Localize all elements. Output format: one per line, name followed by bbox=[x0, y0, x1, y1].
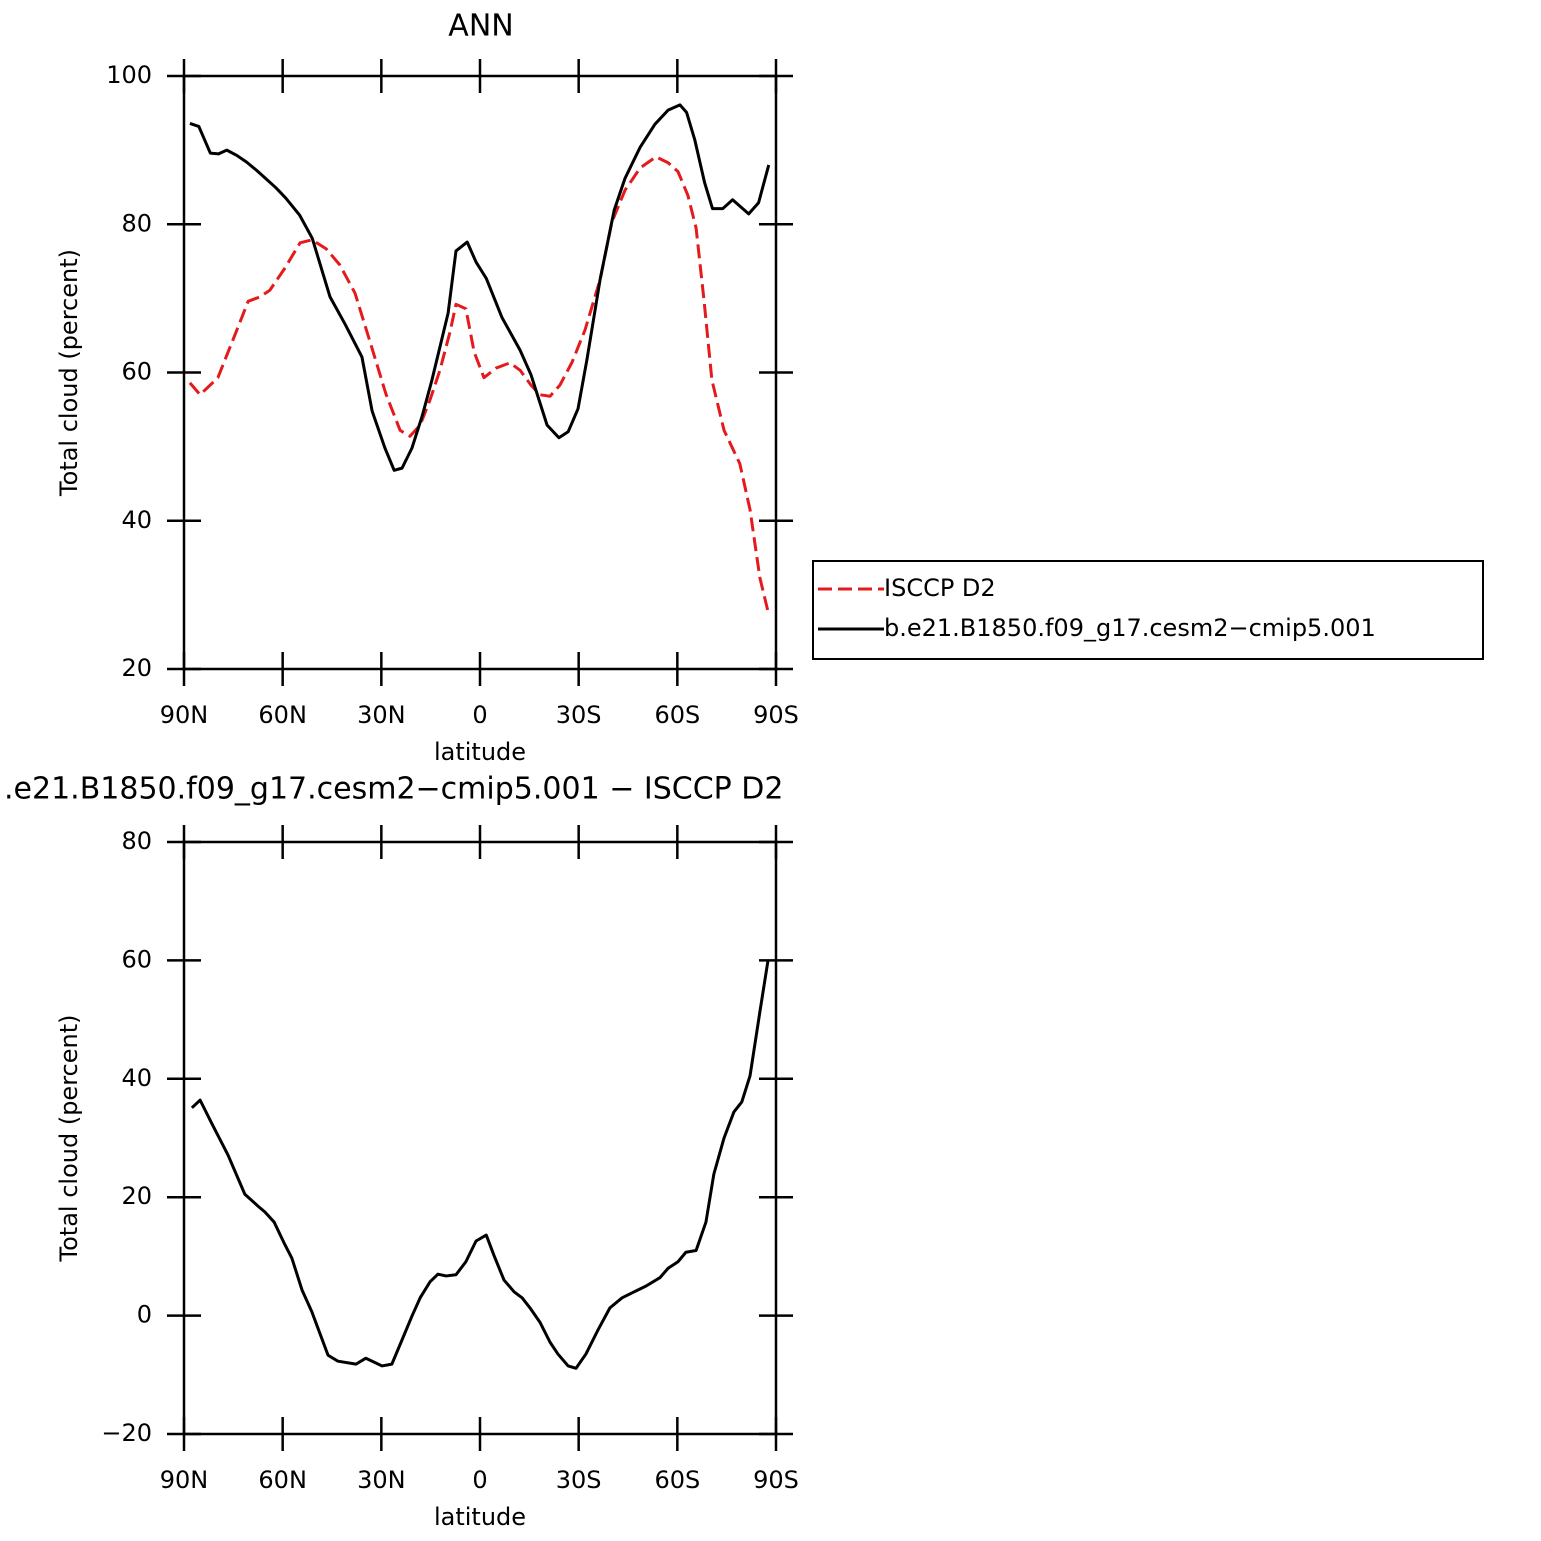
x-tick-label: 60N bbox=[258, 701, 307, 729]
x-tick-label: 60S bbox=[654, 701, 700, 729]
x-tick-label: 0 bbox=[472, 701, 487, 729]
y-tick-label: 40 bbox=[121, 506, 152, 534]
y-tick-label: 40 bbox=[121, 1064, 152, 1092]
data-line bbox=[189, 103, 771, 472]
chart-title: ANN bbox=[448, 9, 513, 44]
y-tick-label: 80 bbox=[121, 209, 152, 237]
x-tick-label: 90S bbox=[753, 1466, 799, 1494]
y-tick-label: 20 bbox=[121, 1182, 152, 1210]
plot-frame bbox=[182, 840, 778, 1436]
y-axis-label: Total cloud (percent) bbox=[55, 1015, 83, 1263]
y-tick-label: −20 bbox=[101, 1419, 152, 1447]
x-tick-label: 30N bbox=[357, 701, 406, 729]
x-axis-label: latitude bbox=[434, 738, 526, 766]
y-tick-label: 20 bbox=[121, 654, 152, 682]
y-axis-label: Total cloud (percent) bbox=[55, 249, 83, 497]
data-line bbox=[190, 959, 770, 1370]
chart-title: .e21.B1850.f09_g17.cesm2−cmip5.001 − ISC… bbox=[4, 772, 783, 807]
x-tick-label: 60S bbox=[654, 1466, 700, 1494]
data-line bbox=[188, 155, 770, 613]
legend-label: ISCCP D2 bbox=[884, 574, 996, 602]
y-tick-label: 100 bbox=[106, 61, 152, 89]
y-tick-label: 80 bbox=[121, 827, 152, 855]
y-tick-label: 60 bbox=[121, 358, 152, 386]
x-tick-label: 30S bbox=[556, 1466, 602, 1494]
plot-frame bbox=[182, 74, 778, 671]
legend-label: b.e21.B1850.f09_g17.cesm2−cmip5.001 bbox=[884, 614, 1376, 642]
y-tick-label: 60 bbox=[121, 945, 152, 973]
x-tick-label: 0 bbox=[472, 1466, 487, 1494]
x-tick-label: 90N bbox=[160, 1466, 209, 1494]
x-axis-label: latitude bbox=[434, 1503, 526, 1531]
y-tick-label: 0 bbox=[137, 1301, 152, 1329]
x-tick-label: 90S bbox=[753, 701, 799, 729]
x-tick-label: 30N bbox=[357, 1466, 406, 1494]
legend-box bbox=[812, 560, 1484, 660]
x-tick-label: 30S bbox=[556, 701, 602, 729]
x-tick-label: 60N bbox=[258, 1466, 307, 1494]
x-tick-label: 90N bbox=[160, 701, 209, 729]
